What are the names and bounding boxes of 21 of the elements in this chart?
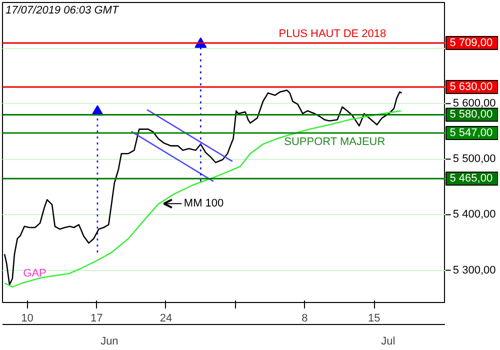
y-tick-label: 5 600,00 — [452, 98, 496, 110]
ref-line-label: 5 547,00 — [450, 127, 493, 140]
ref-line-label: 5 465,00 — [450, 172, 493, 185]
ref-line-label: 5 630,00 — [450, 80, 493, 93]
annotation: MM 100 — [184, 198, 224, 210]
annotation: 17/07/2019 06:03 GMT — [6, 4, 120, 16]
x-tick-label: 10 — [21, 312, 34, 324]
y-tick-label: 5 400,00 — [452, 208, 496, 221]
ref-line-label: 5 709,00 — [450, 37, 493, 50]
x-tick-label: 24 — [160, 312, 172, 324]
x-tick-label: 17 — [90, 312, 103, 324]
annotation: GAP — [23, 268, 46, 280]
annotation: SUPPORT MAJEUR — [284, 136, 386, 148]
y-tick-label: 5 300,00 — [452, 264, 496, 276]
y-tick-label: 5 500,00 — [452, 153, 496, 166]
x-tick-label: 15 — [368, 312, 380, 324]
x2-tick-label: Jul — [381, 336, 396, 348]
annotation: PLUS HAUT DE 2018 — [278, 28, 386, 40]
ref-line-label: 5 580,00 — [450, 108, 493, 121]
x-tick-label: 8 — [302, 312, 308, 324]
x2-tick-label: Jun — [100, 336, 118, 348]
